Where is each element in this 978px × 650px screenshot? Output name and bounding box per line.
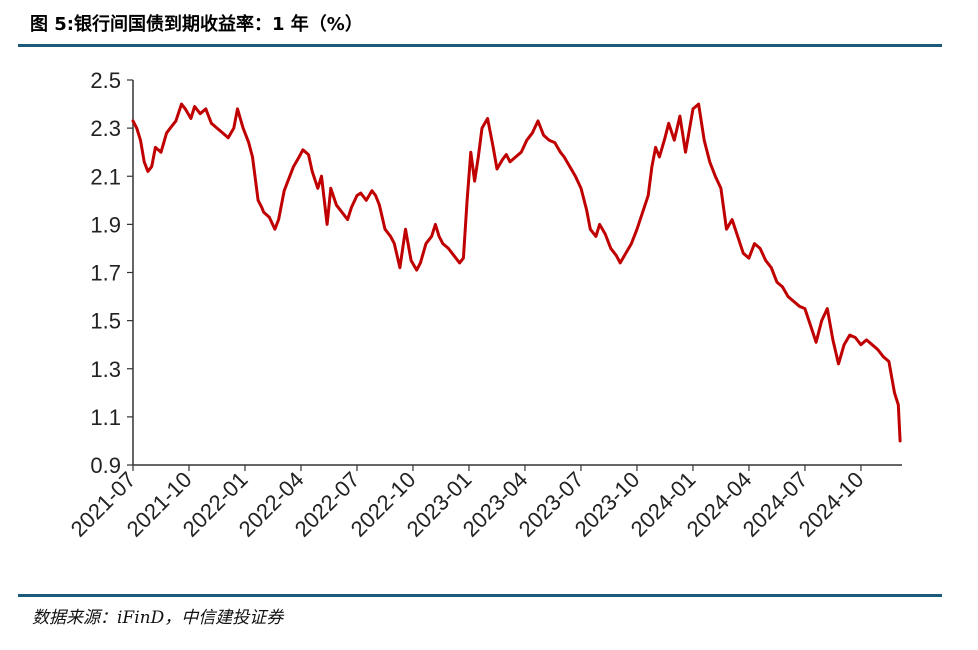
y-tick-label: 2.3 (90, 116, 121, 141)
y-tick-label: 0.9 (90, 453, 121, 478)
y-tick-label: 1.7 (90, 261, 121, 286)
y-tick-label: 1.9 (90, 212, 121, 237)
y-tick-label: 2.5 (90, 68, 121, 93)
chart-title: 图 5:银行间国债到期收益率：1 年（%） (30, 14, 363, 35)
x-axis-ticks: 2021-072021-102022-012022-042022-072022-… (66, 465, 868, 542)
y-tick-label: 1.1 (90, 405, 121, 430)
y-tick-label: 1.5 (90, 309, 121, 334)
bottom-rule (18, 594, 942, 597)
series-line (131, 102, 902, 443)
series-group (131, 102, 902, 443)
y-tick-label: 1.3 (90, 357, 121, 382)
source-note: 数据来源：iFinD，中信建投证券 (32, 608, 284, 628)
y-axis-ticks: 2.5 2.3 2.1 1.9 1.7 1.5 1.3 1.1 0.9 (90, 68, 133, 478)
top-rule (18, 44, 942, 47)
y-tick-label: 2.1 (90, 164, 121, 189)
